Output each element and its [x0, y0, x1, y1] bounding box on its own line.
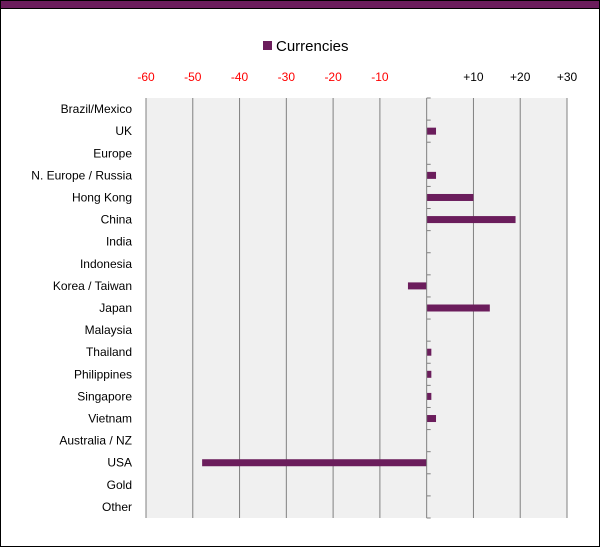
category-labels: Brazil/Mexico UK Europe N. Europe / Russia H… — [31, 102, 132, 514]
bar-korea-taiwan — [407, 282, 427, 290]
category-label: Japan — [99, 301, 132, 315]
tick-label: -20 — [324, 70, 342, 84]
category-label: China — [101, 213, 133, 227]
legend: Currencies — [263, 38, 349, 55]
bar-usa — [202, 459, 427, 467]
tick-label: -10 — [371, 70, 389, 84]
tick-label: +30 — [557, 70, 578, 84]
category-label: Hong Kong — [72, 190, 132, 204]
tick-label: -30 — [278, 70, 296, 84]
category-label: Thailand — [86, 345, 132, 359]
category-label: Vietnam — [88, 412, 132, 426]
category-label: Indonesia — [80, 257, 132, 271]
tick-label: +10 — [463, 70, 484, 84]
zero-axis — [426, 97, 431, 519]
category-label: Brazil/Mexico — [61, 102, 133, 116]
bar-chart: Currencies -60 -50 -40 -30 -20 -10 +10 +20 +30 B… — [31, 38, 578, 519]
title-bar — [1, 1, 599, 9]
category-label: Philippines — [74, 367, 132, 381]
bar-china — [426, 216, 516, 224]
bar-hong-kong — [426, 193, 474, 201]
tick-label: -40 — [231, 70, 249, 84]
bar-japan — [426, 304, 490, 312]
tick-labels: -60 -50 -40 -30 -20 -10 +10 +20 +30 — [137, 70, 577, 84]
category-label: Malaysia — [85, 323, 133, 337]
bar-vietnam — [426, 415, 437, 423]
category-label: Korea / Taiwan — [53, 279, 132, 293]
bars — [202, 127, 516, 467]
category-label: Singapore — [77, 389, 132, 403]
tick-label: -50 — [184, 70, 202, 84]
bar-uk — [426, 127, 437, 135]
bar-thailand — [426, 348, 432, 356]
category-label: Europe — [93, 146, 132, 160]
gridlines — [145, 98, 568, 518]
legend-label-currencies: Currencies — [276, 38, 349, 55]
bar-singapore — [426, 392, 432, 400]
category-label: India — [106, 235, 132, 249]
bar-philippines — [426, 370, 432, 378]
category-label: UK — [115, 124, 132, 138]
tick-label: +20 — [510, 70, 531, 84]
category-label: N. Europe / Russia — [31, 168, 132, 182]
legend-swatch-currencies — [263, 41, 272, 50]
category-label: Australia / NZ — [59, 434, 132, 448]
tick-label: -60 — [137, 70, 155, 84]
category-label: Gold — [107, 478, 132, 492]
bar-n-europe-russia — [426, 171, 437, 179]
plot-area — [146, 98, 567, 518]
category-label: USA — [107, 456, 132, 470]
category-label: Other — [102, 500, 132, 514]
